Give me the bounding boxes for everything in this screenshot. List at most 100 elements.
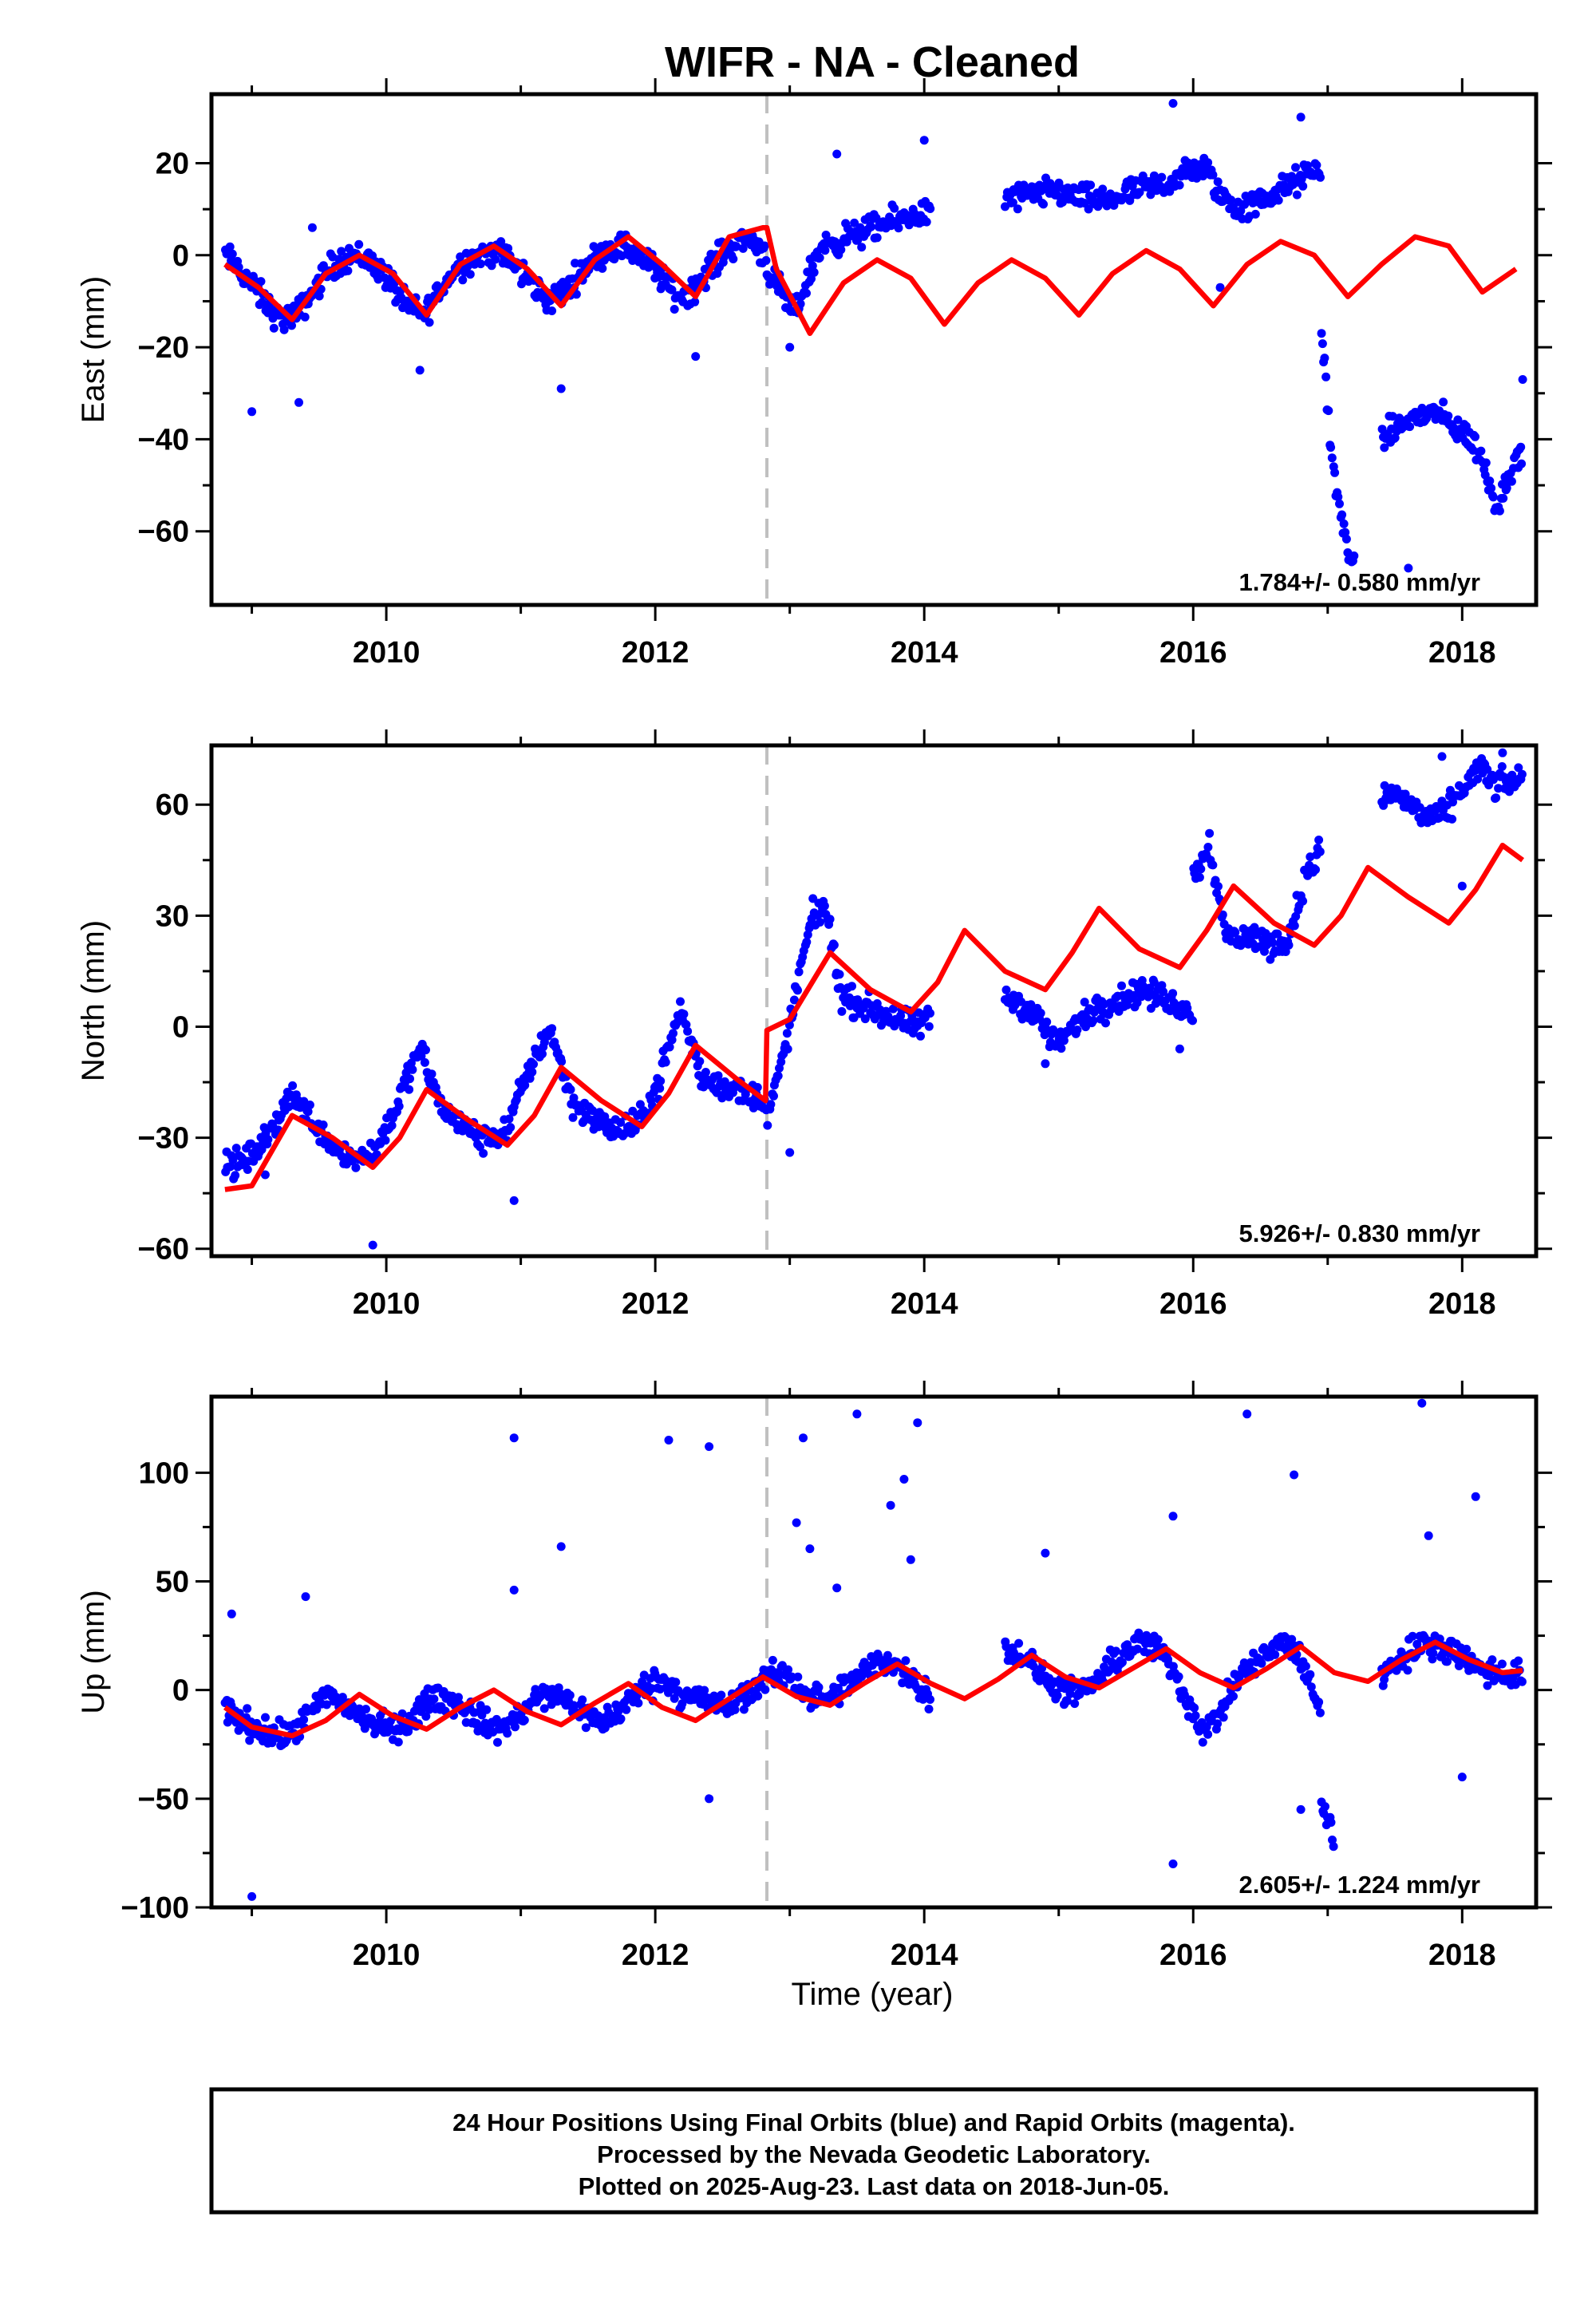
up-data-point bbox=[539, 1704, 549, 1713]
north-data-point bbox=[789, 995, 799, 1005]
up-plot-frame bbox=[209, 1394, 1539, 1910]
east-outlier-point bbox=[1215, 283, 1225, 292]
east-data-point bbox=[1495, 506, 1504, 516]
east-x-tick-label: 2012 bbox=[622, 636, 689, 670]
east-x-tick-label: 2018 bbox=[1428, 636, 1496, 670]
up-data-point bbox=[1462, 1644, 1472, 1654]
east-data-point bbox=[1227, 196, 1236, 205]
north-data-point bbox=[408, 1065, 417, 1074]
up-outlier-point bbox=[852, 1409, 862, 1419]
north-data-point bbox=[588, 1106, 598, 1116]
up-data-point bbox=[784, 1665, 793, 1674]
north-data-point bbox=[1214, 882, 1223, 891]
north-y-tick-label: 30 bbox=[156, 899, 189, 933]
east-data-point bbox=[1086, 180, 1096, 190]
north-data-point bbox=[845, 1001, 855, 1010]
north-data-point bbox=[1001, 985, 1011, 994]
east-data-point bbox=[1054, 178, 1064, 188]
north-data-point bbox=[683, 1026, 693, 1036]
up-data-point bbox=[393, 1737, 403, 1747]
up-data-point bbox=[1428, 1648, 1438, 1658]
up-outlier-point bbox=[913, 1418, 922, 1428]
north-data-point bbox=[1205, 828, 1215, 838]
north-data-point bbox=[1101, 1018, 1110, 1028]
up-data-point bbox=[1062, 1696, 1072, 1705]
up-data-point bbox=[565, 1690, 575, 1700]
east-data-point bbox=[808, 261, 817, 271]
north-outlier-point bbox=[1175, 1044, 1184, 1053]
east-data-point bbox=[1292, 190, 1302, 200]
north-data-point bbox=[420, 1057, 429, 1067]
east-data-point bbox=[761, 255, 771, 265]
north-data-point bbox=[860, 1014, 870, 1024]
up-outlier-point bbox=[1417, 1398, 1427, 1408]
east-data-point bbox=[1349, 551, 1359, 560]
east-data-point bbox=[1326, 443, 1336, 453]
up-data-point bbox=[768, 1655, 777, 1665]
up-data-point bbox=[700, 1686, 709, 1695]
east-data-point bbox=[1250, 209, 1260, 219]
north-data-point bbox=[529, 1059, 538, 1069]
up-data-point bbox=[1306, 1670, 1315, 1679]
north-data-point bbox=[829, 940, 839, 950]
up-data-point bbox=[1174, 1672, 1183, 1682]
north-data-point bbox=[1314, 836, 1324, 844]
panel-east: 2010 2012 2014 2016 2018 20 0 −20 −40 −60 East (mm… bbox=[76, 78, 1552, 670]
up-data-point bbox=[1168, 1662, 1178, 1671]
up-data-point bbox=[1403, 1666, 1412, 1675]
north-data-point bbox=[318, 1120, 328, 1129]
up-data-point bbox=[793, 1672, 803, 1682]
footer-box: 24 Hour Positions Using Final Orbits (bl… bbox=[209, 2087, 1539, 2215]
east-data-point bbox=[1316, 172, 1325, 182]
east-data-point bbox=[1487, 484, 1496, 493]
up-data-point bbox=[1270, 1650, 1280, 1659]
north-data-point bbox=[527, 1067, 537, 1077]
footer-line-2: Processed by the Nevada Geodetic Laborat… bbox=[597, 2140, 1151, 2168]
up-data-point bbox=[1408, 1631, 1417, 1641]
up-data-point bbox=[1229, 1692, 1238, 1701]
up-model-fit-line bbox=[223, 1639, 1523, 1739]
east-data-point bbox=[504, 243, 513, 253]
up-outlier-point bbox=[705, 1442, 714, 1452]
up-data-point bbox=[1321, 1802, 1329, 1812]
east-y-tick-label: −60 bbox=[138, 516, 189, 549]
up-data-point bbox=[1070, 1699, 1080, 1709]
east-data-point bbox=[1439, 397, 1448, 407]
up-points bbox=[220, 1398, 1527, 1901]
east-data-point bbox=[867, 222, 875, 231]
east-data-point bbox=[732, 242, 741, 251]
north-data-point bbox=[1298, 896, 1308, 906]
east-data-point bbox=[1341, 535, 1351, 543]
up-y-tick-label: 100 bbox=[139, 1456, 189, 1490]
east-data-point bbox=[1499, 493, 1508, 503]
up-data-point bbox=[1306, 1682, 1316, 1692]
east-data-point bbox=[1517, 459, 1527, 468]
north-data-point bbox=[665, 1042, 674, 1052]
up-data-point bbox=[760, 1685, 770, 1694]
up-data-point bbox=[1075, 1690, 1084, 1699]
up-data-point bbox=[1117, 1658, 1127, 1667]
east-data-point bbox=[803, 267, 812, 277]
north-data-point bbox=[1231, 927, 1240, 937]
up-data-point bbox=[753, 1691, 763, 1701]
up-x-tick-label: 2018 bbox=[1428, 1939, 1496, 1972]
north-data-point bbox=[782, 1029, 792, 1038]
up-data-point bbox=[482, 1705, 492, 1714]
up-data-point bbox=[1112, 1646, 1120, 1656]
north-data-point bbox=[228, 1156, 238, 1164]
up-data-point bbox=[421, 1712, 431, 1721]
east-data-point bbox=[1502, 484, 1511, 493]
north-data-point bbox=[676, 997, 685, 1006]
east-data-point bbox=[1417, 403, 1427, 413]
east-data-point bbox=[1333, 492, 1343, 502]
east-data-point bbox=[1098, 184, 1108, 194]
north-data-point bbox=[1036, 1009, 1045, 1018]
north-data-point bbox=[504, 1114, 514, 1124]
up-outlier-point bbox=[1290, 1470, 1299, 1480]
east-data-point bbox=[820, 246, 830, 255]
up-data-point bbox=[1190, 1703, 1199, 1713]
up-data-point bbox=[1014, 1638, 1024, 1648]
up-x-tick-label: 2014 bbox=[891, 1939, 958, 1972]
north-data-point bbox=[257, 1144, 267, 1154]
east-data-point bbox=[425, 318, 434, 327]
